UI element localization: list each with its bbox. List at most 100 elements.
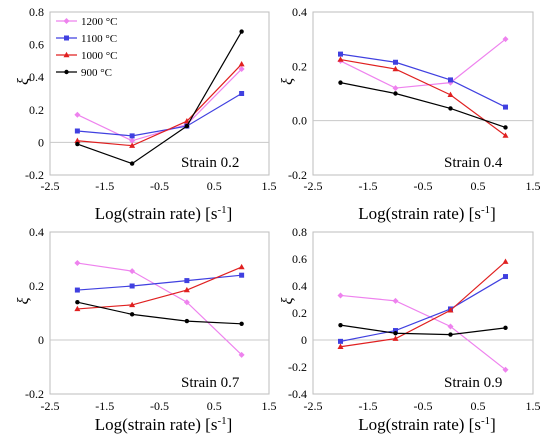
- data-point: [129, 161, 135, 166]
- data-point: [75, 141, 80, 147]
- y-tick-label: 0: [301, 333, 307, 347]
- data-point: [129, 137, 136, 144]
- y-tick-label: 0.2: [292, 306, 307, 320]
- data-point: [393, 328, 398, 334]
- x-axis-label-end: ]: [490, 415, 496, 434]
- series-line: [340, 276, 506, 342]
- data-point: [502, 258, 509, 264]
- data-point: [239, 321, 244, 326]
- y-axis-label: ξ: [15, 78, 32, 85]
- legend: 1200 °C 1100 °C 1000 °C 900 °C: [56, 16, 118, 79]
- data-point: [129, 283, 135, 289]
- data-point: [129, 133, 135, 139]
- data-point: [392, 297, 399, 304]
- x-axis-label-end: ]: [490, 204, 496, 223]
- y-axis-label: ξ: [15, 297, 32, 304]
- series-line: [340, 53, 506, 108]
- chart-panel-4: -0.4 -0.2 0 0.2 0.4 0.6 0.8 -2.5 -1.5 -0.5 0.5 1.5 L…: [279, 225, 541, 434]
- plot-area: [49, 231, 270, 395]
- series-line: [340, 294, 506, 371]
- y-axis-label: ξ: [279, 78, 296, 85]
- data-point: [74, 137, 81, 143]
- strain-annotation: Strain 0.9: [444, 375, 502, 391]
- x-axis-label-superscript: -1: [217, 204, 226, 216]
- x-tick-label: -2.5: [41, 179, 60, 193]
- data-point: [503, 325, 508, 331]
- chart-panel-1: -0.2 0 0.2 0.4 0.6 0.8 -2.5 -1.5 -0.5 0.5 1.5 Log(s…: [15, 5, 277, 223]
- x-tick-label: 1.5: [526, 399, 541, 413]
- strain-annotation: Strain 0.2: [181, 155, 239, 171]
- data-point: [448, 106, 453, 111]
- x-tick-label: 1.5: [262, 399, 277, 413]
- x-axis-label: Log(strain rate) [s-1]: [95, 415, 233, 434]
- data-point: [338, 338, 343, 344]
- x-axis-label-text: Log(strain rate) [s: [358, 415, 481, 434]
- data-point: [239, 29, 244, 34]
- data-point: [448, 77, 453, 83]
- data-point: [238, 66, 245, 73]
- x-tick-label: 0.5: [207, 399, 222, 413]
- data-point: [503, 104, 508, 110]
- data-point: [74, 305, 81, 312]
- y-tick-label: 0.4: [29, 225, 44, 239]
- y-tick-label: 0.2: [29, 103, 44, 117]
- legend-label: 1200 °C: [81, 16, 118, 28]
- series-line: [340, 261, 506, 348]
- y-tick-label: 0: [38, 333, 44, 347]
- y-tick-label: 0.4: [29, 70, 44, 84]
- y-axis-label: ξ: [279, 297, 296, 304]
- series-line: [77, 274, 242, 291]
- x-axis-label-text: Log(strain rate) [s: [95, 204, 218, 223]
- data-point: [338, 51, 343, 57]
- data-point: [337, 56, 344, 62]
- data-point: [447, 307, 454, 313]
- x-axis-label-superscript: -1: [481, 204, 490, 216]
- data-point: [238, 263, 245, 270]
- legend-label: 900 °C: [81, 67, 112, 79]
- strain-annotation: Strain 0.4: [444, 155, 503, 171]
- y-tick-label: -0.2: [288, 360, 307, 374]
- y-tick-label: -0.2: [288, 168, 307, 182]
- data-point: [503, 125, 508, 130]
- y-tick-label: 0.0: [292, 114, 307, 128]
- data-point: [393, 331, 398, 336]
- legend-marker: [64, 35, 69, 41]
- y-tick-label: 0.4: [292, 5, 307, 19]
- data-point: [184, 278, 190, 284]
- x-tick-label: 1.5: [262, 179, 277, 193]
- x-tick-label: -1.5: [95, 179, 114, 193]
- y-tick-label: 0.4: [292, 279, 307, 293]
- legend-marker: [63, 18, 70, 24]
- x-tick-label: -1.5: [359, 179, 378, 193]
- series-line: [77, 31, 243, 165]
- data-point: [393, 59, 398, 65]
- data-point: [502, 36, 509, 43]
- plot-area: [312, 11, 534, 176]
- data-point: [392, 65, 399, 72]
- x-tick-label: -1.5: [95, 399, 114, 413]
- x-axis-label-end: ]: [227, 204, 233, 223]
- data-point: [184, 123, 190, 129]
- y-tick-label: -0.2: [25, 387, 44, 401]
- legend-marker: [64, 69, 69, 75]
- data-point: [338, 80, 343, 85]
- data-point: [239, 91, 245, 96]
- series-line: [77, 68, 243, 142]
- series-line: [77, 266, 242, 310]
- data-point: [129, 301, 136, 308]
- x-tick-label: 0.5: [471, 399, 486, 413]
- series-line: [340, 82, 506, 129]
- x-axis-label-text: Log(strain rate) [s: [358, 204, 481, 223]
- data-point: [337, 292, 344, 299]
- x-tick-label: 0.5: [207, 179, 222, 193]
- legend-label: 1100 °C: [81, 33, 117, 45]
- y-tick-label: 0: [38, 135, 44, 149]
- chart-panel-2: -0.2 0.0 0.2 0.4 -2.5 -1.5 -0.5 0.5 1.5 Log(strai…: [279, 5, 541, 223]
- data-point: [338, 322, 343, 328]
- data-point: [74, 260, 81, 267]
- data-point: [74, 128, 80, 134]
- legend-label: 1000 °C: [81, 50, 118, 62]
- data-point: [238, 60, 245, 67]
- data-point: [337, 343, 344, 349]
